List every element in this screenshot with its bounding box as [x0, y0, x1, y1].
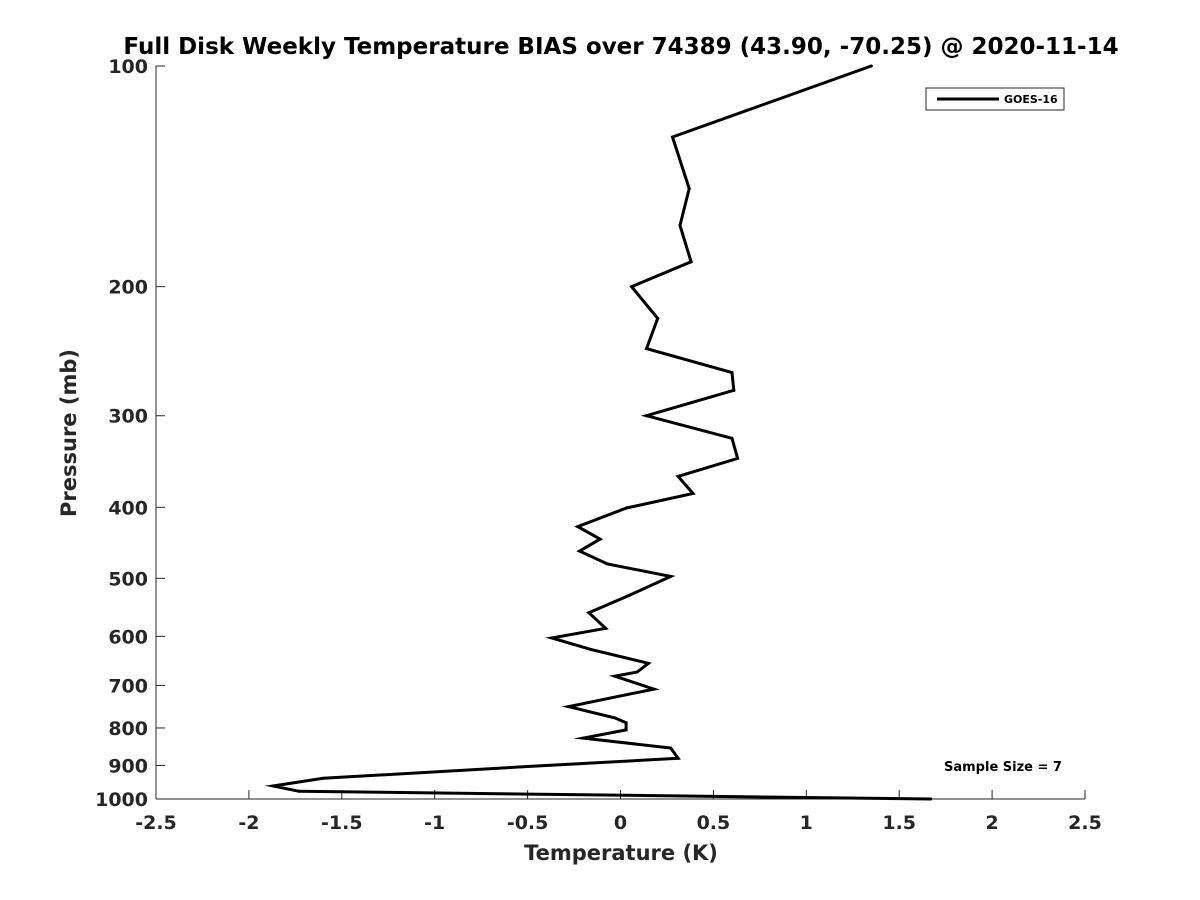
data-point — [869, 64, 873, 68]
x-axis-label: Temperature (K) — [524, 841, 718, 865]
data-point — [587, 611, 591, 615]
y-tick-label: 900 — [108, 755, 148, 777]
data-point — [736, 456, 740, 460]
data-point — [671, 135, 675, 139]
data-point — [689, 260, 693, 264]
series-line-goes-16 — [264, 64, 931, 801]
data-point — [645, 414, 649, 418]
x-axis-ticks: -2.5 -2 -1.5 -1 -0.5 0 0.5 1 1.5 2 2.5 — [135, 790, 1102, 834]
chart-title: Full Disk Weekly Temperature BIAS over 7… — [123, 34, 1118, 60]
data-point — [624, 728, 628, 732]
data-point — [598, 537, 602, 541]
sample-size-annotation: Sample Size = 7 — [944, 760, 1062, 775]
y-tick-label: 700 — [108, 675, 148, 697]
data-point — [589, 647, 593, 651]
data-point — [676, 474, 680, 478]
x-tick-label: -1 — [424, 812, 445, 834]
data-point — [645, 347, 649, 351]
data-point — [624, 721, 628, 725]
y-tick-label: 1000 — [95, 789, 148, 811]
data-point — [730, 371, 734, 375]
data-point — [271, 784, 275, 788]
y-tick-label: 500 — [108, 568, 148, 590]
data-point — [613, 716, 617, 720]
data-point — [635, 670, 639, 674]
data-point — [929, 797, 933, 801]
y-axis-label: Pressure (mb) — [57, 349, 81, 517]
data-point — [687, 187, 691, 191]
data-point — [669, 746, 673, 750]
plot-axes — [155, 66, 1085, 800]
data-point — [676, 756, 680, 760]
x-tick-label: -2 — [238, 812, 259, 834]
data-point — [550, 636, 554, 640]
x-tick-label: -1.5 — [321, 812, 363, 834]
data-point — [605, 562, 609, 566]
y-tick-label: 800 — [108, 718, 148, 740]
data-point — [652, 687, 656, 691]
data-point — [732, 388, 736, 392]
data-point — [576, 525, 580, 529]
data-point — [578, 549, 582, 553]
data-point — [613, 674, 617, 678]
y-tick-label: 200 — [108, 277, 148, 299]
y-tick-label: 400 — [108, 497, 148, 519]
legend-entry-goes-16: GOES-16 — [1004, 93, 1058, 106]
data-point — [630, 285, 634, 289]
y-tick-label: 100 — [108, 56, 148, 78]
data-point — [678, 223, 682, 227]
x-tick-label: 0 — [614, 812, 627, 834]
x-tick-label: 0.5 — [697, 812, 731, 834]
x-tick-label: -0.5 — [507, 812, 549, 834]
data-point — [526, 765, 530, 769]
y-tick-label: 300 — [108, 406, 148, 428]
legend: GOES-16 — [925, 87, 1065, 111]
x-tick-label: 2 — [985, 812, 998, 834]
data-point — [624, 506, 628, 510]
data-point — [604, 626, 608, 630]
x-tick-label: 1.5 — [882, 812, 916, 834]
data-point — [297, 789, 301, 793]
data-point — [321, 776, 325, 780]
data-point — [628, 593, 632, 597]
data-point — [669, 574, 673, 578]
x-tick-label: 2.5 — [1068, 812, 1102, 834]
data-point — [730, 436, 734, 440]
x-tick-label: 1 — [800, 812, 813, 834]
data-point — [646, 661, 650, 665]
x-tick-label: -2.5 — [135, 812, 177, 834]
y-tick-label: 600 — [108, 626, 148, 648]
data-point — [656, 316, 660, 320]
data-point — [691, 491, 695, 495]
data-point — [581, 736, 585, 740]
series-layer — [264, 64, 933, 801]
data-point — [566, 705, 570, 709]
y-axis-ticks: 100 200 300 400 500 600 700 800 900 1000 — [95, 56, 165, 811]
